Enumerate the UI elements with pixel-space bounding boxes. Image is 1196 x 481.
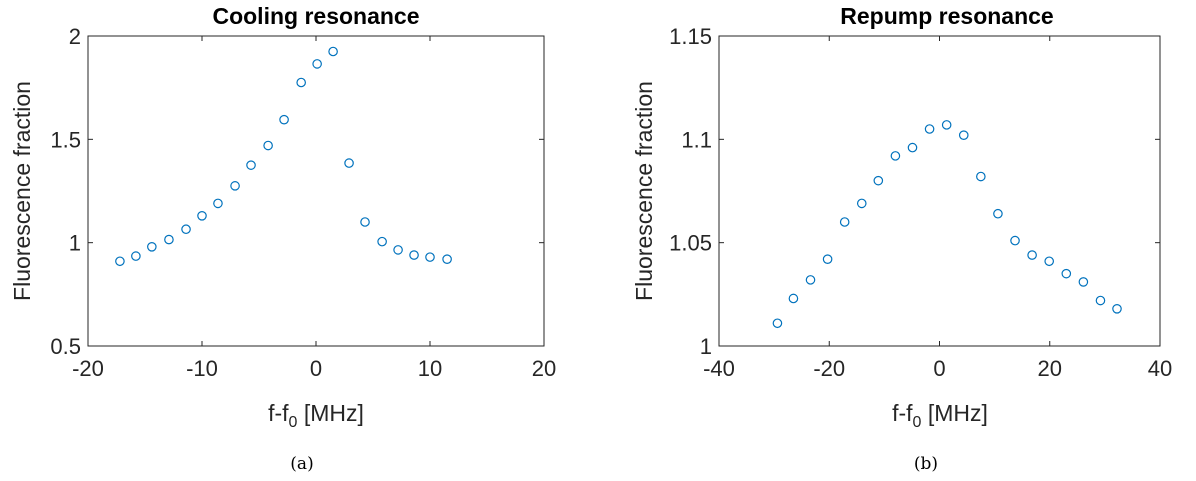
data-point <box>788 293 799 304</box>
data-point <box>941 120 952 130</box>
y-tick-label: 1.05 <box>669 231 712 256</box>
y-tick-label: 2 <box>69 24 81 49</box>
data-point <box>246 160 256 170</box>
data-point <box>409 250 419 260</box>
data-point <box>213 198 223 209</box>
plot-frame <box>87 35 545 347</box>
x-tick-label: 10 <box>418 356 442 381</box>
data-point <box>958 130 969 140</box>
y-axis-label: Fluorescence fraction <box>9 81 35 301</box>
data-point <box>328 46 338 57</box>
x-ticks: -40 -20 0 20 40 <box>703 36 1172 381</box>
data-point <box>993 208 1003 219</box>
data-point <box>425 252 435 262</box>
data-points <box>772 120 1122 329</box>
cooling-resonance-panel: Cooling resonance -20 -10 0 10 20 0.5 1 1.5 2 f… <box>9 3 556 474</box>
data-point <box>197 211 207 221</box>
data-point <box>822 254 833 265</box>
y-axis-label: Fluorescence fraction <box>631 81 657 301</box>
repump-resonance-panel: Repump resonance -40 -20 0 20 40 1 1.05 1.1 1.1… <box>631 3 1172 474</box>
x-axis-label: f-f0 [MHz] <box>892 400 988 431</box>
data-point <box>279 114 289 125</box>
data-point <box>147 242 157 252</box>
data-point <box>1112 303 1122 314</box>
data-point <box>263 140 273 151</box>
data-point <box>890 151 901 161</box>
data-point <box>296 77 306 88</box>
data-point <box>164 234 174 245</box>
data-point <box>1044 256 1054 267</box>
panel-label: (a) <box>290 454 313 474</box>
data-point <box>442 254 452 265</box>
chart-title: Repump resonance <box>840 3 1053 29</box>
data-point <box>360 217 370 227</box>
data-point <box>230 181 240 191</box>
data-point <box>131 251 141 261</box>
x-tick-label: 0 <box>310 356 322 381</box>
data-point <box>839 217 850 227</box>
y-tick-label: 1.15 <box>669 24 712 49</box>
data-point <box>393 245 403 255</box>
x-tick-label: -10 <box>186 356 218 381</box>
y-tick-label: 1.5 <box>50 127 81 152</box>
chart-title: Cooling resonance <box>212 3 419 29</box>
y-tick-label: 1 <box>700 334 712 359</box>
x-tick-label: -40 <box>703 356 735 381</box>
x-tick-label: 0 <box>933 356 945 381</box>
x-axis-label: f-f0 [MHz] <box>268 400 364 431</box>
x-tick-label: -20 <box>72 356 104 381</box>
data-point <box>1027 250 1037 260</box>
y-ticks: 1 1.05 1.1 1.15 <box>669 24 1160 359</box>
x-tick-label: -20 <box>813 356 845 381</box>
plot-frame <box>718 35 1161 347</box>
data-point <box>1078 277 1089 287</box>
data-point <box>856 198 867 209</box>
data-point <box>1095 295 1106 306</box>
data-points <box>115 46 452 267</box>
data-point <box>1061 268 1072 279</box>
data-point <box>1010 235 1020 246</box>
x-tick-label: 20 <box>1038 356 1062 381</box>
y-tick-label: 1.1 <box>681 127 712 152</box>
data-point <box>181 224 191 235</box>
data-point <box>115 256 125 267</box>
panel-label: (b) <box>914 454 938 474</box>
data-point <box>344 158 354 168</box>
data-point <box>805 275 816 285</box>
x-tick-label: 20 <box>532 356 556 381</box>
data-point <box>377 236 387 247</box>
data-point <box>772 318 783 329</box>
x-ticks: -20 -10 0 10 20 <box>72 36 556 381</box>
data-point <box>924 124 935 134</box>
y-ticks: 0.5 1 1.5 2 <box>50 24 544 359</box>
y-tick-label: 1 <box>69 231 81 256</box>
y-tick-label: 0.5 <box>50 334 81 359</box>
data-point <box>976 171 986 182</box>
x-tick-label: 40 <box>1148 356 1172 381</box>
data-point <box>907 142 918 153</box>
data-point <box>873 175 884 186</box>
data-point <box>312 59 322 69</box>
